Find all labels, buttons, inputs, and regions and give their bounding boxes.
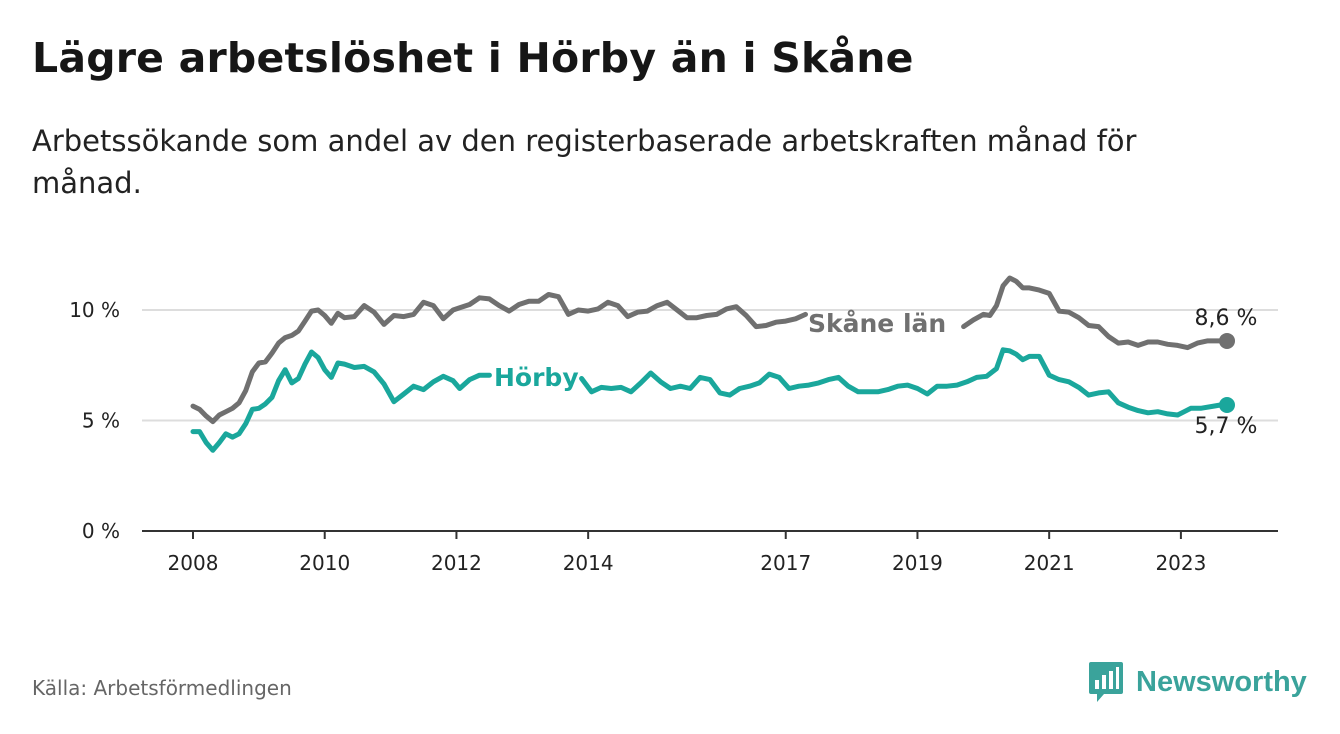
brand-logo[interactable]: Newsworthy [1088,660,1307,704]
series-line-skane [190,275,1230,425]
x-tick-label-2019: 2019 [892,551,943,575]
grid-lines [142,309,1278,422]
series-labels: Skåne län Hörby 8,6 % 5,7 % [494,306,1257,439]
series-label-skane: Skåne län [808,309,946,338]
series-line-horby [190,347,1230,453]
x-tick-label-2012: 2012 [431,551,482,575]
newsworthy-logo-icon [1089,662,1123,702]
end-value-horby: 5,7 % [1195,414,1258,439]
y-tick-label-10: 10 % [69,298,120,322]
series-lines [190,275,1235,453]
brand-name: Newsworthy [1136,665,1307,698]
y-tick-label-5: 5 % [82,409,120,433]
end-marker-horby [1219,397,1235,414]
x-tick-label-2021: 2021 [1024,551,1075,575]
x-tick-label-2014: 2014 [563,551,614,575]
chart-title: Lägre arbetslöshet i Hörby än i Skåne [32,34,914,82]
x-axis: 2008 2010 2012 2014 2017 2019 2021 2023 [142,530,1278,575]
end-value-skane: 8,6 % [1195,306,1258,331]
end-marker-skane [1219,332,1235,349]
x-tick-label-2008: 2008 [168,551,219,575]
chart-subtitle: Arbetssökande som andel av den registerb… [32,124,1137,200]
y-axis-labels: 0 % 5 % 10 % [69,298,120,543]
x-tick-label-2010: 2010 [299,551,350,575]
x-tick-label-2023: 2023 [1155,551,1206,575]
x-tick-label-2017: 2017 [760,551,811,575]
source-note: Källa: Arbetsförmedlingen [32,676,292,700]
series-label-horby: Hörby [494,363,579,392]
y-tick-label-0: 0 % [82,519,120,543]
